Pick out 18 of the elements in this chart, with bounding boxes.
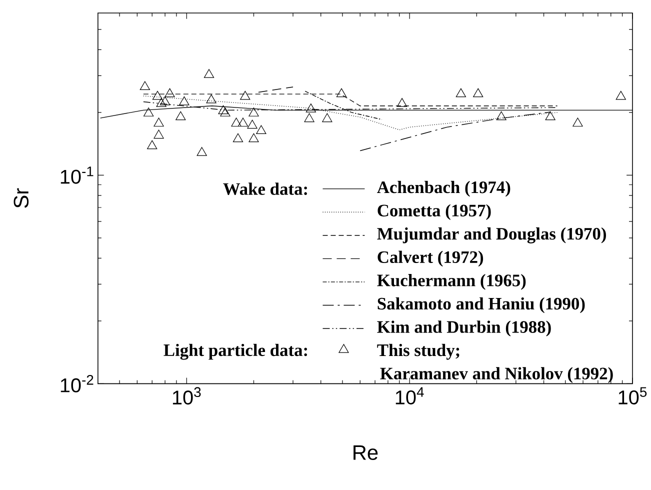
- x-axis-title: Re: [354, 446, 378, 460]
- legend-label: Cometta (1957): [378, 204, 491, 220]
- x-tick-label: 10$^{5}$: [618, 387, 647, 405]
- legend-label: This study;: [377, 344, 460, 360]
- y-tick-label: 10$^{-1}$: [60, 166, 94, 184]
- legend-label: Kim and Durbin (1988): [377, 320, 551, 337]
- legend-label: Mujumdar and Douglas (1970): [377, 228, 606, 244]
- y-tick-label: 10$^{-2}$: [60, 375, 94, 393]
- y-axis-title: Sr: [14, 188, 29, 208]
- legend-label: Achenbach (1974): [377, 181, 510, 197]
- legend-label: Calvert (1972): [378, 250, 484, 267]
- annotation: Wake data:: [223, 182, 307, 196]
- legend-label: Kuchermann (1965): [377, 274, 526, 290]
- x-tick-label: 10$^{4}$: [396, 387, 424, 405]
- legend-label: Sakamoto and Haniu (1990): [378, 298, 585, 314]
- annotation: Karamanev and Nikolov (1992): [380, 367, 613, 384]
- annotation: Light particle data:: [164, 344, 307, 360]
- x-tick-label: 10$^{3}$: [172, 387, 201, 405]
